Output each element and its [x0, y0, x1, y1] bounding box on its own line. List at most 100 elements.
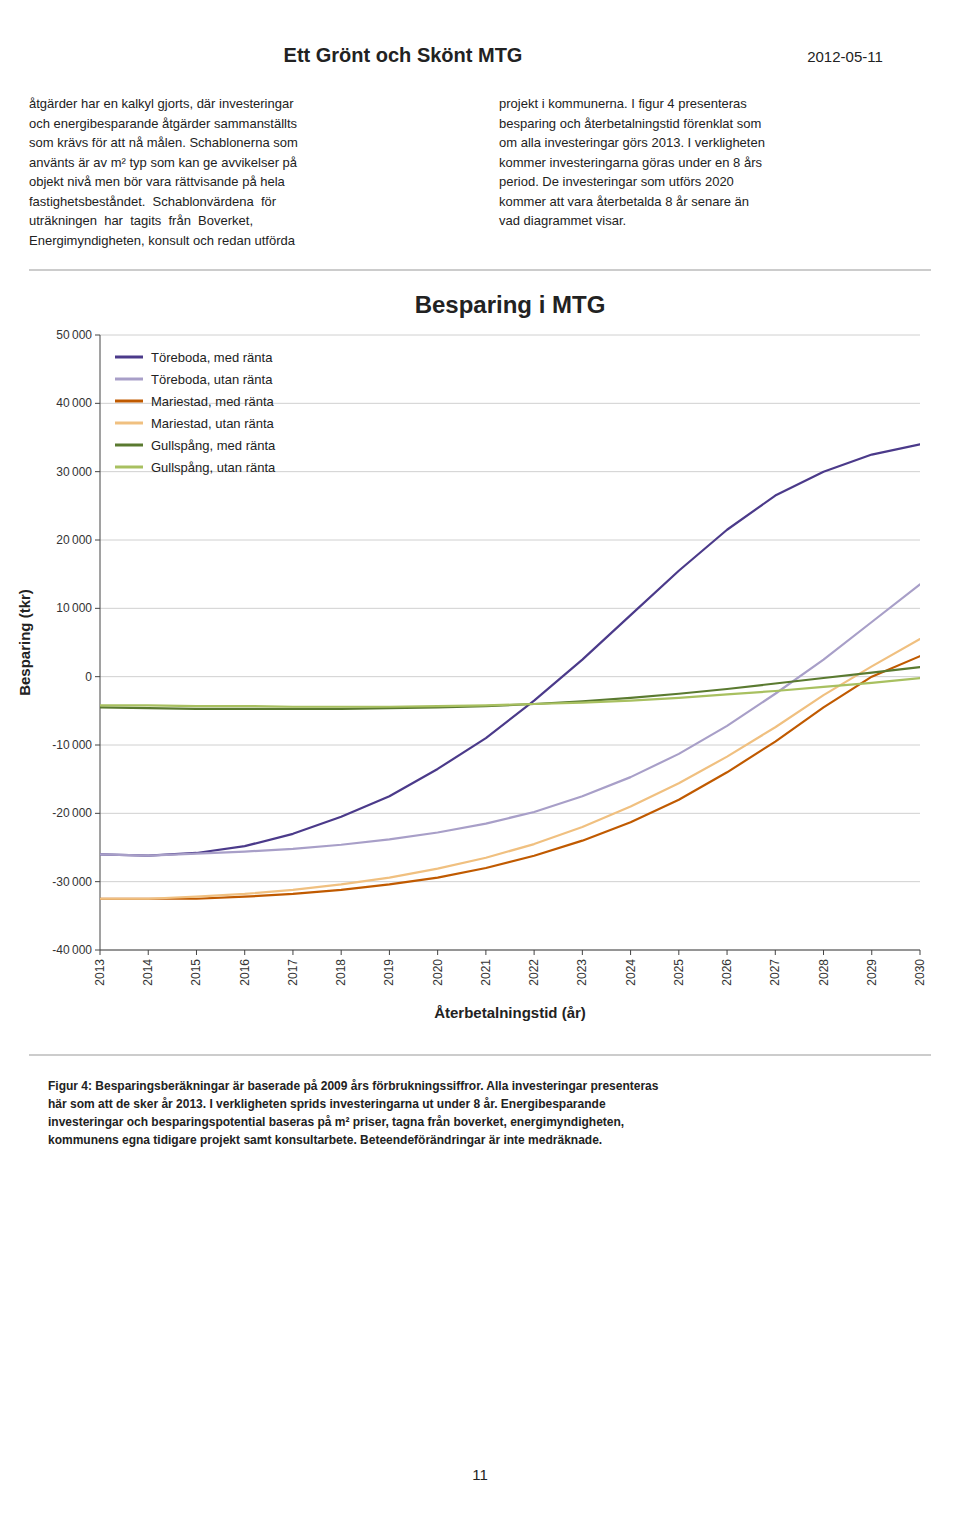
x-tick-label: 2026 [720, 959, 734, 986]
text-line: projekt i kommunerna. I figur 4 presente… [499, 96, 747, 111]
y-tick [95, 403, 100, 404]
text-line: kommer att vara återbetalda 8 år senare … [499, 194, 749, 209]
x-tick-label: 2029 [865, 959, 879, 986]
x-tick [678, 950, 679, 955]
grid-line [100, 745, 920, 746]
grid-line [100, 608, 920, 609]
x-tick-label: 2013 [93, 959, 107, 986]
header-title: Ett Grönt och Skönt MTG [284, 44, 523, 66]
y-tick-label: 20 000 [56, 533, 92, 547]
y-tick-label: 40 000 [56, 396, 92, 410]
y-tick-label: 30 000 [56, 465, 92, 479]
grid-line [100, 540, 920, 541]
x-tick-label: 2024 [624, 959, 638, 986]
header-text-left: åtgärder har en kalkyl gjorts, där inves… [29, 96, 298, 248]
y-tick [95, 813, 100, 814]
x-tick-label: 2025 [672, 959, 686, 986]
x-tick [341, 950, 342, 955]
legend-label: Töreboda, med ränta [151, 350, 273, 365]
x-tick [485, 950, 486, 955]
header-date: 2012-05-11 [807, 48, 883, 65]
x-tick-label: 2017 [286, 959, 300, 986]
chart: Besparing i MTG -40 000 -30 000 -20 000 -10 … [16, 291, 927, 1021]
y-tick [95, 676, 100, 677]
x-tick-label: 2015 [189, 959, 203, 986]
plot-area [100, 444, 920, 898]
x-tick-label: 2020 [431, 959, 445, 986]
legend-label: Gullspång, med ränta [151, 438, 276, 453]
y-axis [100, 335, 101, 950]
legend-label: Mariestad, utan ränta [151, 416, 275, 431]
y-tick [95, 335, 100, 336]
x-tick-label: 2022 [527, 959, 541, 986]
x-tick [630, 950, 631, 955]
y-tick-label: -40 000 [52, 943, 92, 957]
y-tick [95, 608, 100, 609]
footer-separator [29, 1055, 931, 1056]
series-line [100, 656, 920, 899]
x-tick [920, 950, 921, 955]
x-tick [100, 950, 101, 955]
y-tick [95, 745, 100, 746]
x-tick-label: 2030 [913, 959, 927, 986]
x-tick [196, 950, 197, 955]
y-axis-label: Besparing (tkr) [16, 589, 33, 696]
legend-label: Töreboda, utan ränta [151, 372, 273, 387]
text-line: Ett Grönt och Skönt MTG [284, 44, 523, 66]
text-line: investeringar och besparingspotential ba… [48, 1115, 624, 1129]
x-tick [389, 950, 390, 955]
text-line: objekt nivå men bör vara rättvisande på … [29, 174, 286, 189]
y-tick-label: 50 000 [56, 328, 92, 342]
header-separator [29, 270, 931, 271]
y-tick-label: -10 000 [52, 738, 92, 752]
x-tick-label: 2023 [575, 959, 589, 986]
text-line: använts är av m² typ som kan ge avvikels… [29, 155, 298, 170]
chart-title: Besparing i MTG [415, 291, 606, 318]
text-line: kommunens egna tidigare projekt samt kon… [48, 1133, 602, 1147]
legend-label: Gullspång, utan ränta [151, 460, 276, 475]
text-line: som krävs för att nå målen. Schablonerna… [29, 135, 298, 150]
grid-line [100, 950, 920, 951]
x-tick [534, 950, 535, 955]
text-line: period. De investeringar som utförs 2020 [499, 174, 734, 189]
y-tick-label: -30 000 [52, 875, 92, 889]
y-tick-label: -20 000 [52, 806, 92, 820]
series-line [100, 667, 920, 709]
y-tick-label: 0 [85, 670, 92, 684]
y-tick [95, 471, 100, 472]
x-tick [823, 950, 824, 955]
x-tick [292, 950, 293, 955]
text-line: åtgärder har en kalkyl gjorts, där inves… [29, 96, 294, 111]
x-tick-label: 2019 [382, 959, 396, 986]
series-line [100, 678, 920, 707]
grid-line [100, 813, 920, 814]
x-tick-label: 2018 [334, 959, 348, 986]
x-tick [582, 950, 583, 955]
text-line: vad diagrammet visar. [499, 213, 626, 228]
page-number: 11 [472, 1466, 488, 1483]
x-tick [148, 950, 149, 955]
x-axis-label: Återbetalningstid (år) [434, 1004, 586, 1021]
grid-line [100, 335, 920, 336]
legend-label: Mariestad, med ränta [151, 394, 275, 409]
legend: Töreboda, med ränta Töreboda, utan ränta M… [115, 350, 276, 475]
y-tick [95, 540, 100, 541]
text-line: Energimyndigheten, konsult och redan utf… [29, 233, 296, 248]
x-tick [244, 950, 245, 955]
y-tick-label: 10 000 [56, 601, 92, 615]
y-tick [95, 950, 100, 951]
legend-swatch [115, 422, 143, 425]
series-line [100, 639, 920, 899]
chart-container: Ett Grönt och Skönt MTG 2012-05-11 åtgärde… [0, 0, 960, 1535]
text-line: 2012-05-11 [807, 48, 883, 65]
legend-swatch [115, 400, 143, 403]
text-line: Figur 4: Besparingsberäkningar är basera… [48, 1079, 659, 1093]
series-line [100, 444, 920, 855]
text-line: besparing och återbetalningstid förenkla… [499, 116, 761, 131]
x-tick-label: 2021 [479, 959, 493, 986]
x-tick-label: 2027 [768, 959, 782, 986]
header-text-right: projekt i kommunerna. I figur 4 presente… [499, 96, 765, 228]
text-line: fastighetsbeståndet. Schablonvärdena för [29, 194, 277, 209]
text-line: 11 [472, 1466, 488, 1483]
x-tick-label: 2016 [238, 959, 252, 986]
